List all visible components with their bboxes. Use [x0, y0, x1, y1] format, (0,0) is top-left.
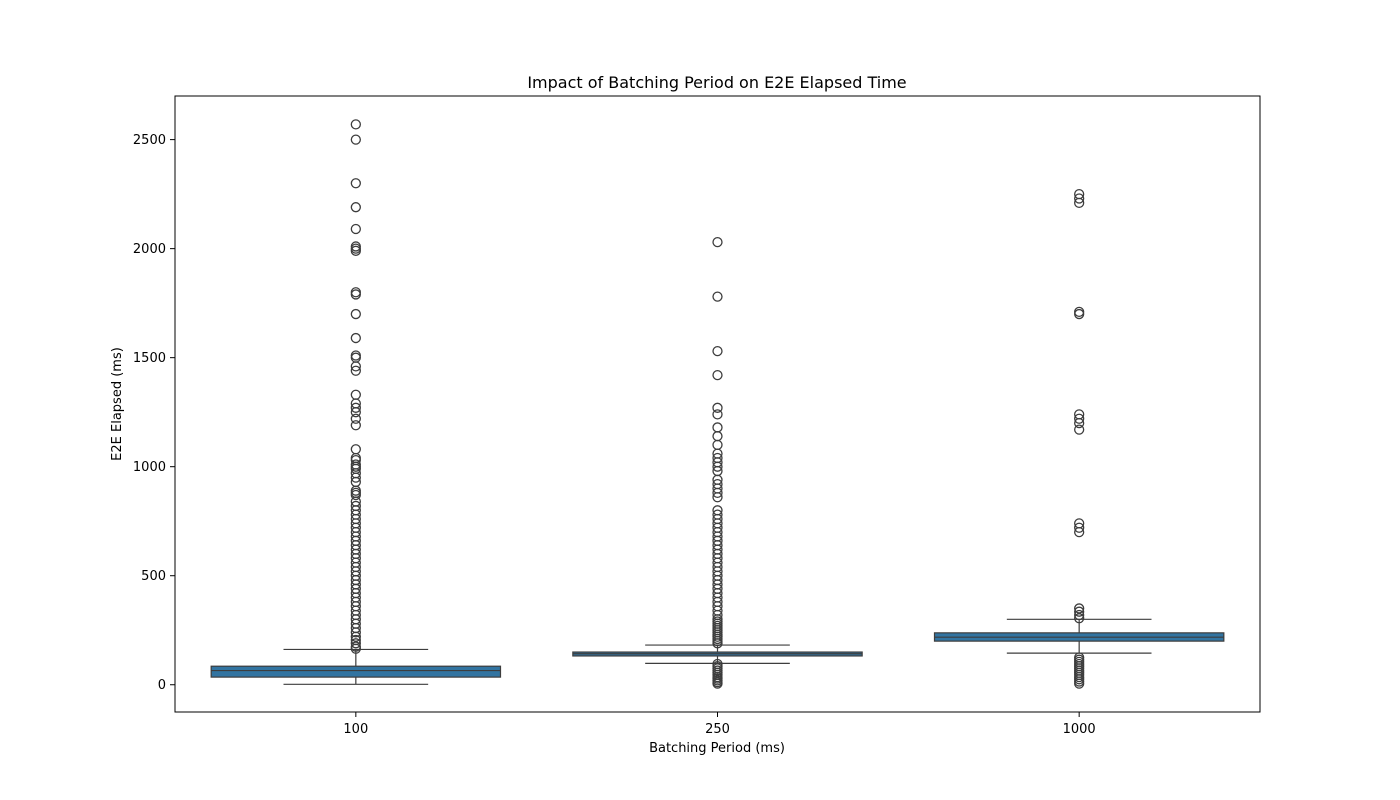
outlier-point	[350, 287, 361, 298]
outlier-point	[350, 308, 361, 320]
outlier-point	[712, 505, 723, 516]
outlier-point	[350, 402, 361, 413]
outlier-point	[1074, 188, 1085, 200]
box-100	[210, 119, 502, 685]
outlier-point	[350, 202, 361, 213]
outlier-point	[350, 289, 361, 300]
x-tick-label: 100	[343, 722, 368, 737]
outlier-point	[350, 638, 361, 649]
outlier-point	[712, 402, 723, 413]
outlier-point	[350, 641, 361, 652]
box-iqr	[210, 665, 502, 678]
outlier-point	[1074, 409, 1085, 420]
outlier-point	[350, 119, 361, 130]
outlier-point	[350, 634, 361, 646]
outlier-point	[712, 431, 723, 442]
outlier-point	[350, 365, 361, 376]
outlier-point	[1074, 606, 1085, 617]
outlier-point	[350, 452, 361, 464]
x-tick-label: 1000	[1063, 722, 1096, 737]
x-axis-label: Batching Period (ms)	[649, 741, 785, 756]
outlier-point	[350, 459, 361, 470]
y-tick-label: 0	[158, 678, 166, 693]
outlier-point	[1074, 652, 1085, 663]
y-tick-label: 2000	[133, 242, 166, 257]
y-tick-label: 500	[141, 569, 166, 584]
outlier-point	[350, 223, 361, 235]
outlier-point	[712, 409, 723, 420]
x-tick-label: 250	[705, 722, 730, 737]
outlier-point	[1074, 308, 1085, 320]
outlier-point	[1074, 613, 1085, 624]
outlier-point	[1074, 522, 1085, 533]
outlier-point	[712, 422, 723, 433]
outlier-point	[712, 452, 723, 464]
outlier-point	[350, 389, 361, 400]
y-tick-label: 1500	[133, 351, 166, 366]
outlier-point	[712, 658, 723, 670]
outlier-point	[712, 345, 723, 357]
box-1000	[933, 188, 1225, 689]
outlier-point	[1074, 603, 1085, 614]
outlier-point	[350, 241, 361, 252]
outlier-point	[1074, 609, 1085, 621]
outlier-point	[350, 332, 361, 344]
y-axis-label: E2E Elapsed (ms)	[110, 347, 125, 461]
outlier-point	[350, 178, 361, 189]
outlier-point	[712, 439, 723, 451]
y-tick-label: 2500	[133, 133, 166, 148]
y-tick-label: 1000	[133, 460, 166, 475]
outlier-point	[350, 500, 361, 512]
chart-title: Impact of Batching Period on E2E Elapsed…	[527, 73, 906, 92]
box-250	[572, 236, 863, 689]
outlier-point	[350, 413, 361, 424]
outlier-point	[350, 444, 361, 455]
outlier-point	[350, 420, 361, 431]
outlier-point	[1074, 413, 1085, 424]
outlier-point	[350, 352, 361, 363]
outlier-point	[1074, 518, 1085, 529]
outlier-point	[350, 243, 361, 254]
outlier-point	[350, 350, 361, 361]
outlier-point	[1074, 424, 1085, 435]
outlier-point	[1074, 193, 1085, 204]
outlier-point	[712, 478, 723, 490]
outlier-point	[712, 509, 723, 520]
plot-area	[210, 119, 1225, 689]
outlier-point	[712, 236, 723, 248]
outlier-point	[1074, 306, 1085, 318]
outlier-point	[350, 487, 361, 499]
outlier-point	[712, 369, 723, 381]
outlier-point	[350, 134, 361, 145]
outlier-point	[712, 291, 723, 302]
